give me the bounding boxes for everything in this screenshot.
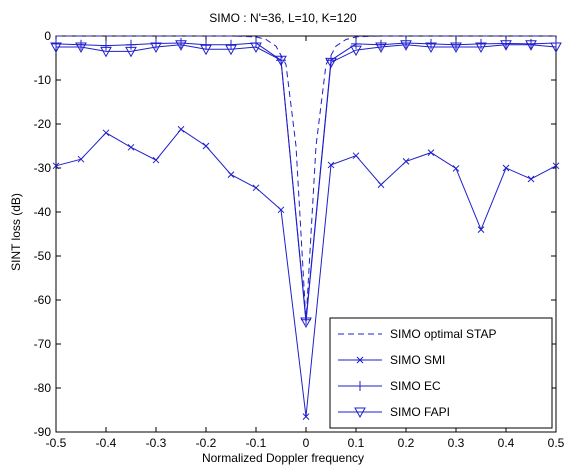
- data-point-3: [350, 45, 362, 57]
- data-point-3: [125, 46, 137, 58]
- data-point-1: [252, 184, 260, 192]
- data-point-3: [175, 40, 187, 51]
- data-point-3: [525, 40, 537, 51]
- x-tick-label: 0: [303, 436, 310, 450]
- data-point-1: [77, 155, 85, 163]
- data-point-1: [227, 171, 235, 178]
- x-tick-label: -0.4: [96, 436, 117, 450]
- data-point-3: [400, 40, 412, 51]
- y-tick-label: -80: [34, 381, 52, 395]
- data-point-3: [250, 42, 262, 54]
- data-point-2: [376, 39, 386, 50]
- data-point-3: [300, 317, 312, 329]
- legend-label: SIMO SMI: [390, 353, 445, 367]
- x-tick-label: 0.4: [498, 436, 515, 450]
- y-tick-label: -70: [34, 337, 52, 351]
- data-point-1: [177, 125, 185, 133]
- y-tick-label: -50: [34, 249, 52, 263]
- series-line-2: [55, 42, 557, 320]
- legend-label: SIMO EC: [390, 379, 441, 393]
- x-tick-label: -0.2: [196, 436, 217, 450]
- data-point-3: [475, 42, 487, 54]
- y-tick-label: -90: [34, 425, 52, 439]
- x-tick-label: 0.5: [548, 436, 564, 450]
- data-point-3: [375, 42, 387, 54]
- data-point-3: [200, 44, 212, 56]
- data-point-1: [352, 152, 360, 160]
- data-point-2: [76, 39, 86, 50]
- data-point-1: [127, 143, 135, 151]
- data-point-3: [325, 57, 337, 69]
- data-point-1: [452, 165, 460, 172]
- data-point-1: [527, 175, 535, 183]
- legend-marker: [356, 356, 364, 364]
- data-point-1: [52, 162, 60, 170]
- data-point-3: [550, 42, 562, 54]
- data-point-3: [425, 42, 437, 54]
- data-point-3: [275, 55, 287, 67]
- legend-label: SIMO FAPI: [390, 405, 450, 419]
- legend-marker: [354, 407, 366, 419]
- data-point-1: [377, 181, 385, 189]
- data-point-1: [277, 206, 285, 214]
- legend-box: [329, 317, 553, 429]
- chart-title: SIMO : N'=36, L=10, K=120: [209, 11, 357, 25]
- data-point-1: [402, 158, 410, 165]
- data-point-1: [427, 149, 435, 156]
- series-line-0: [56, 35, 556, 323]
- legend-label: SIMO optimal STAP: [390, 327, 496, 341]
- data-point-1: [502, 164, 510, 172]
- data-point-1: [102, 129, 110, 137]
- data-point-2: [126, 39, 136, 50]
- y-axis-label: SINT loss (dB): [9, 193, 23, 271]
- data-point-1: [327, 161, 335, 169]
- data-point-1: [202, 142, 210, 150]
- data-point-2: [101, 40, 111, 51]
- data-point-1: [552, 162, 560, 170]
- data-point-3: [50, 42, 62, 54]
- data-point-1: [477, 226, 485, 233]
- x-tick-label: 0.3: [448, 436, 465, 450]
- x-tick-label: -0.5: [46, 436, 67, 450]
- x-tick-label: 0.1: [348, 436, 365, 450]
- legend-marker: [355, 381, 365, 391]
- data-point-3: [150, 42, 162, 54]
- data-point-3: [450, 42, 462, 54]
- data-point-3: [100, 46, 112, 58]
- x-tick-label: -0.3: [146, 436, 167, 450]
- y-tick-label: -30: [34, 161, 52, 175]
- data-point-3: [500, 40, 512, 51]
- y-tick-label: -10: [34, 73, 52, 87]
- data-point-1: [302, 413, 310, 420]
- data-point-2: [451, 39, 461, 50]
- y-tick-label: 0: [44, 29, 51, 43]
- x-axis-label: Normalized Doppler frequency: [202, 451, 364, 465]
- y-tick-label: -60: [34, 293, 52, 307]
- y-tick-label: -40: [34, 205, 52, 219]
- y-tick-label: -20: [34, 117, 52, 131]
- data-point-3: [75, 42, 87, 54]
- x-tick-label: -0.1: [246, 436, 267, 450]
- data-point-1: [152, 156, 160, 164]
- data-point-2: [351, 38, 361, 49]
- series-line-3: [56, 44, 557, 323]
- data-point-3: [225, 44, 237, 56]
- x-tick-label: 0.2: [398, 436, 415, 450]
